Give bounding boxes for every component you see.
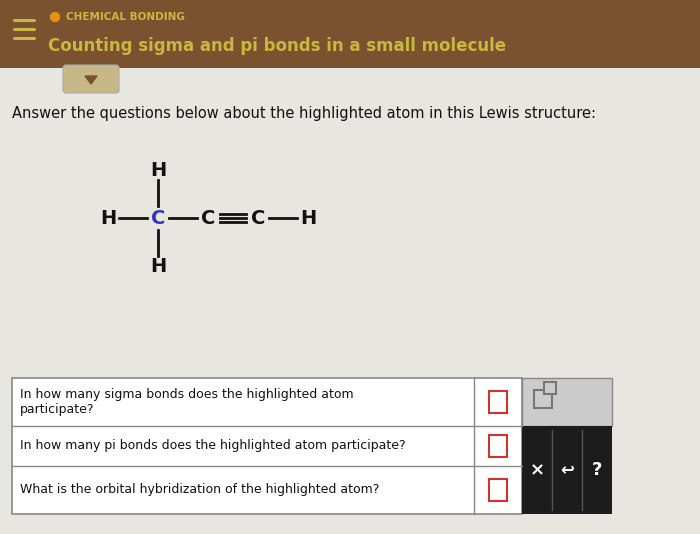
- Text: H: H: [150, 256, 166, 276]
- Text: ↩: ↩: [560, 461, 574, 479]
- Text: C: C: [201, 208, 215, 227]
- Text: H: H: [100, 208, 116, 227]
- FancyBboxPatch shape: [63, 65, 119, 93]
- Text: H: H: [300, 208, 316, 227]
- Text: C: C: [251, 208, 265, 227]
- Bar: [522, 378, 612, 426]
- Text: C: C: [150, 208, 165, 227]
- Text: CHEMICAL BONDING: CHEMICAL BONDING: [66, 12, 185, 22]
- Polygon shape: [85, 76, 97, 84]
- Bar: [0, 0, 700, 68]
- Text: Answer the questions below about the highlighted atom in this Lewis structure:: Answer the questions below about the hig…: [12, 106, 596, 121]
- Text: What is the orbital hybridization of the highlighted atom?: What is the orbital hybridization of the…: [20, 483, 379, 497]
- Circle shape: [50, 12, 60, 21]
- Bar: [534, 390, 552, 408]
- Bar: [489, 391, 507, 413]
- Bar: [489, 435, 507, 457]
- Bar: [12, 378, 522, 514]
- Bar: [489, 479, 507, 501]
- Text: ×: ×: [529, 461, 545, 479]
- Text: In how many pi bonds does the highlighted atom participate?: In how many pi bonds does the highlighte…: [20, 439, 405, 452]
- Text: H: H: [150, 161, 166, 179]
- Bar: [544, 382, 556, 394]
- Bar: [522, 426, 612, 514]
- Text: Counting sigma and pi bonds in a small molecule: Counting sigma and pi bonds in a small m…: [48, 37, 506, 55]
- Text: In how many sigma bonds does the highlighted atom
participate?: In how many sigma bonds does the highlig…: [20, 388, 354, 416]
- Text: ?: ?: [592, 461, 602, 479]
